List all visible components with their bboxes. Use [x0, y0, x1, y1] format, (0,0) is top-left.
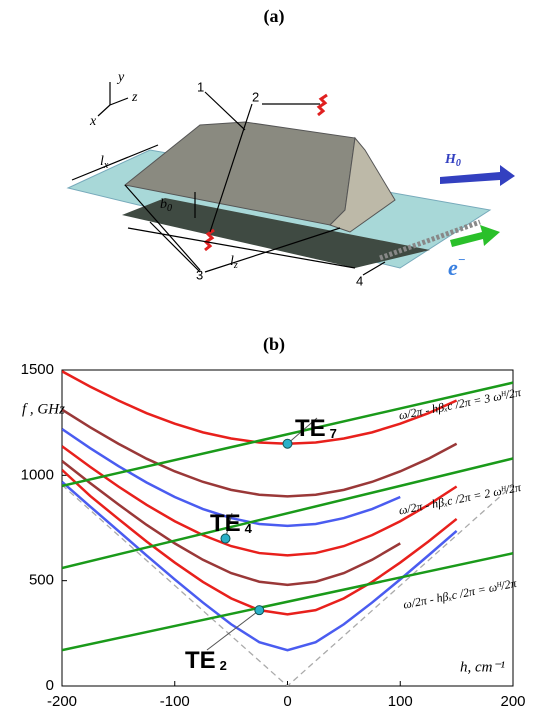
dispersion-curve — [62, 470, 457, 615]
dim-label: lx — [100, 154, 109, 171]
field-arrow — [440, 165, 515, 186]
part-label: 2 — [252, 89, 259, 104]
x-tick-label: 0 — [283, 693, 291, 710]
mode-sub: 4 — [245, 521, 253, 536]
plot — [62, 371, 513, 686]
mode-main: TE — [185, 647, 216, 674]
x-tick-label: 100 — [388, 693, 413, 710]
mode-main: TE — [295, 415, 326, 442]
y-tick-label: 0 — [46, 677, 54, 694]
dim-label: lz — [230, 254, 238, 271]
radiation — [318, 95, 327, 115]
y-axis-label: f , GHz — [22, 401, 65, 417]
x-tick-label: -100 — [160, 693, 190, 710]
y-tick-label: 1500 — [21, 361, 54, 378]
beam-line-label: ω/2π - hβₓc /2π = ωᴴ/2π — [402, 576, 519, 612]
dim-sub: x — [103, 160, 109, 171]
mode-label: TE 4 — [210, 510, 253, 537]
dispersion-curve — [62, 371, 457, 443]
dim-main: b — [160, 197, 167, 212]
y-tick-label: 1000 — [21, 466, 54, 483]
mode-label: TE 7 — [295, 415, 337, 442]
axis-label: y — [116, 70, 125, 85]
chart: 0 500 1000 1500 -200 -100 0 100 200 ω/2π - hβₓc /… — [21, 361, 526, 710]
dim-sub: 0 — [167, 203, 172, 214]
part-label: 1 — [197, 79, 204, 94]
mode-label: TE 2 — [185, 647, 227, 674]
panel-label: (b) — [263, 334, 285, 355]
mode-point — [283, 439, 292, 448]
beam-line — [62, 383, 513, 486]
axis-label: z — [131, 90, 138, 105]
x-axis-label: h, cm⁻¹ — [460, 659, 505, 675]
mode-sub: 2 — [220, 658, 227, 673]
electron-label: e− — [448, 252, 466, 280]
part-label: 4 — [356, 273, 363, 288]
electron-sup: − — [458, 252, 466, 267]
field-sub: 0 — [456, 158, 461, 169]
axis-label: x — [89, 114, 97, 129]
mode-main: TE — [210, 510, 241, 537]
mode-sub: 7 — [330, 426, 337, 441]
mode-point — [255, 606, 264, 615]
beam-line-label: ω/2π - hβₓc /2π = 2 ωᴴ/2π — [398, 480, 523, 518]
dim-sub: z — [233, 260, 238, 271]
field-label: H0 — [444, 152, 461, 169]
figure: (a) y x z lx lz b0 H0 e− — [0, 0, 549, 712]
x-tick-label: 200 — [500, 693, 525, 710]
x-tick-label: -200 — [47, 693, 77, 710]
diagram: y x z lx lz b0 H0 e− 1 2 3 4 — [68, 70, 515, 288]
electron-main: e — [448, 255, 458, 280]
dispersion-curve — [62, 446, 457, 555]
part-label: 3 — [196, 267, 203, 282]
y-tick-label: 500 — [29, 572, 54, 589]
dispersion-curve — [62, 410, 457, 497]
panel-label: (a) — [264, 6, 285, 27]
